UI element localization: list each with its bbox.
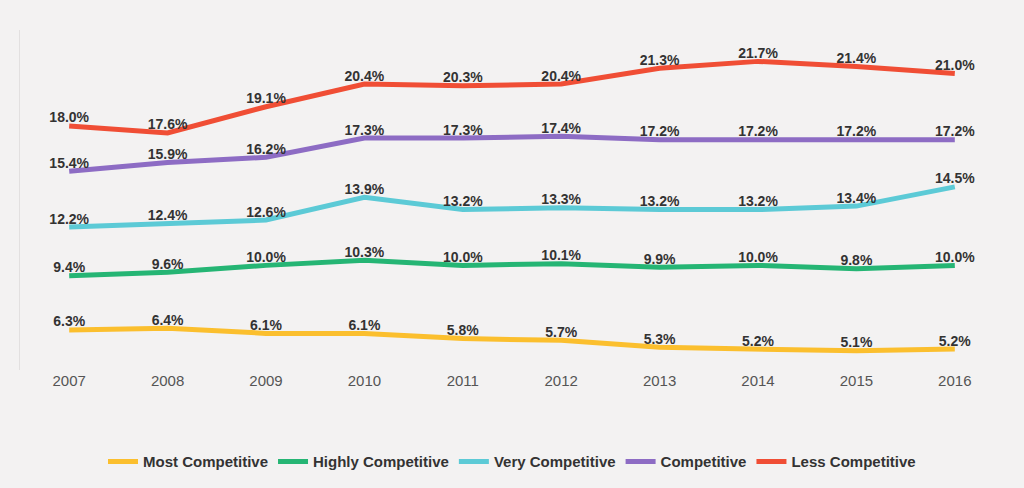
svg-text:13.9%: 13.9% bbox=[345, 181, 385, 197]
svg-text:20.4%: 20.4% bbox=[541, 68, 581, 84]
svg-text:16.2%: 16.2% bbox=[246, 141, 286, 157]
svg-text:2013: 2013 bbox=[643, 372, 676, 389]
svg-text:2007: 2007 bbox=[53, 372, 86, 389]
svg-text:9.6%: 9.6% bbox=[152, 256, 184, 272]
svg-text:20.4%: 20.4% bbox=[345, 68, 385, 84]
svg-text:2016: 2016 bbox=[938, 372, 971, 389]
svg-text:2010: 2010 bbox=[348, 372, 381, 389]
svg-text:19.1%: 19.1% bbox=[246, 90, 286, 106]
svg-text:12.2%: 12.2% bbox=[49, 211, 89, 227]
svg-text:21.4%: 21.4% bbox=[837, 50, 877, 66]
svg-text:21.0%: 21.0% bbox=[935, 57, 975, 73]
svg-text:2012: 2012 bbox=[545, 372, 578, 389]
svg-text:21.7%: 21.7% bbox=[738, 45, 778, 61]
svg-text:10.3%: 10.3% bbox=[345, 244, 385, 260]
svg-text:5.2%: 5.2% bbox=[742, 333, 774, 349]
svg-text:6.3%: 6.3% bbox=[53, 313, 85, 329]
svg-text:13.2%: 13.2% bbox=[443, 193, 483, 209]
svg-text:6.4%: 6.4% bbox=[152, 312, 184, 328]
svg-text:2015: 2015 bbox=[840, 372, 873, 389]
svg-text:Most Competitive: Most Competitive bbox=[143, 453, 268, 470]
svg-text:5.1%: 5.1% bbox=[840, 334, 872, 350]
svg-text:9.8%: 9.8% bbox=[840, 252, 872, 268]
svg-text:Less Competitive: Less Competitive bbox=[791, 453, 915, 470]
svg-text:17.2%: 17.2% bbox=[640, 123, 680, 139]
svg-text:Highly Competitive: Highly Competitive bbox=[313, 453, 449, 470]
svg-text:21.3%: 21.3% bbox=[640, 52, 680, 68]
svg-text:5.2%: 5.2% bbox=[939, 333, 971, 349]
svg-text:15.4%: 15.4% bbox=[49, 155, 89, 171]
svg-text:Very Competitive: Very Competitive bbox=[494, 453, 616, 470]
svg-text:9.9%: 9.9% bbox=[644, 251, 676, 267]
svg-text:14.5%: 14.5% bbox=[935, 170, 975, 186]
svg-text:5.3%: 5.3% bbox=[644, 331, 676, 347]
svg-text:17.3%: 17.3% bbox=[345, 122, 385, 138]
svg-text:9.4%: 9.4% bbox=[53, 259, 85, 275]
svg-text:10.0%: 10.0% bbox=[443, 249, 483, 265]
svg-text:20.3%: 20.3% bbox=[443, 69, 483, 85]
svg-text:17.3%: 17.3% bbox=[443, 122, 483, 138]
svg-text:17.6%: 17.6% bbox=[148, 116, 188, 132]
svg-text:10.0%: 10.0% bbox=[738, 249, 778, 265]
svg-text:13.4%: 13.4% bbox=[837, 190, 877, 206]
svg-text:Competitive: Competitive bbox=[661, 453, 747, 470]
svg-text:17.2%: 17.2% bbox=[738, 123, 778, 139]
svg-text:5.7%: 5.7% bbox=[545, 324, 577, 340]
svg-text:5.8%: 5.8% bbox=[447, 322, 479, 338]
svg-text:2008: 2008 bbox=[151, 372, 184, 389]
svg-text:6.1%: 6.1% bbox=[348, 317, 380, 333]
svg-text:13.3%: 13.3% bbox=[541, 191, 581, 207]
svg-text:13.2%: 13.2% bbox=[738, 193, 778, 209]
svg-text:2011: 2011 bbox=[447, 372, 479, 389]
svg-text:2014: 2014 bbox=[741, 372, 774, 389]
svg-text:10.0%: 10.0% bbox=[246, 249, 286, 265]
svg-text:12.4%: 12.4% bbox=[148, 207, 188, 223]
svg-text:10.0%: 10.0% bbox=[935, 249, 975, 265]
svg-text:15.9%: 15.9% bbox=[148, 146, 188, 162]
svg-text:6.1%: 6.1% bbox=[250, 317, 282, 333]
svg-text:17.2%: 17.2% bbox=[837, 123, 877, 139]
svg-text:12.6%: 12.6% bbox=[246, 204, 286, 220]
svg-text:13.2%: 13.2% bbox=[640, 193, 680, 209]
svg-text:17.4%: 17.4% bbox=[541, 120, 581, 136]
svg-text:10.1%: 10.1% bbox=[541, 247, 581, 263]
svg-text:17.2%: 17.2% bbox=[935, 123, 975, 139]
svg-text:2009: 2009 bbox=[249, 372, 282, 389]
svg-text:18.0%: 18.0% bbox=[49, 109, 89, 125]
